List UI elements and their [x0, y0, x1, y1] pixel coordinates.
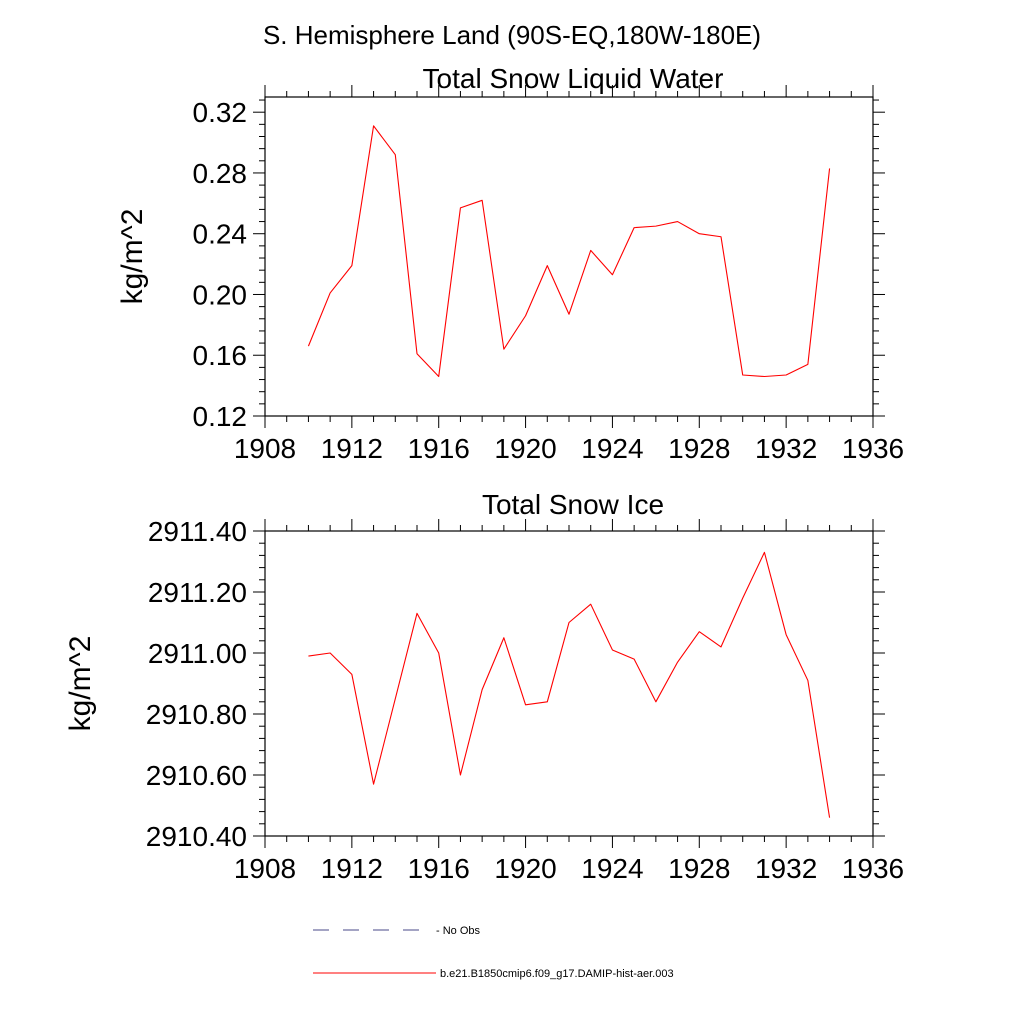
x-tick-label: 1924 [581, 433, 643, 464]
chart-title: Total Snow Liquid Water [423, 63, 724, 94]
y-tick-label: 0.20 [193, 279, 248, 310]
y-tick-label: 2910.80 [146, 699, 247, 730]
y-tick-label: 2910.40 [146, 821, 247, 852]
chart-panel-2: Total Snow Ice 1908 1912 1916 1920 1924 1928 19… [64, 489, 904, 884]
x-tick-label: 1932 [755, 853, 817, 884]
x-tick-label: 1908 [234, 853, 296, 884]
chart-panel-1: Total Snow Liquid Water 1908 1912 1916 1920 1… [116, 63, 904, 464]
legend: - No Obs b.e21.B1850cmip6.f09_g17.DAMIP-h… [313, 925, 674, 980]
figure-title: S. Hemisphere Land (90S-EQ,180W-180E) [263, 20, 761, 50]
y-tick-label: 2911.40 [148, 516, 247, 547]
x-tick-label: 1928 [668, 853, 730, 884]
y-tick-label: 0.16 [193, 340, 248, 371]
x-tick-label: 1936 [842, 433, 904, 464]
y-tick-label: 0.28 [193, 158, 248, 189]
legend-label-no-obs: - No Obs [436, 925, 481, 937]
chart-title: Total Snow Ice [482, 489, 664, 520]
x-tick-label: 1920 [494, 853, 556, 884]
x-tick-label: 1936 [842, 853, 904, 884]
y-axis-label: kg/m^2 [64, 636, 97, 732]
y-tick-label: 2911.00 [148, 638, 247, 669]
y-tick-label: 2910.60 [146, 760, 247, 791]
x-tick-label: 1912 [321, 433, 383, 464]
series-line [308, 551, 831, 818]
x-tick-label: 1916 [408, 433, 470, 464]
y-axis-label: kg/m^2 [116, 209, 149, 305]
y-tick-label: 2911.20 [148, 577, 247, 608]
y-tick-label: 0.24 [193, 219, 248, 250]
legend-label-model: b.e21.B1850cmip6.f09_g17.DAMIP-hist-aer.… [440, 968, 674, 980]
plot-frame [264, 530, 874, 837]
plot-frame [264, 96, 874, 417]
chart-panels: Total Snow Liquid Water 1908 1912 1916 1920 1… [64, 63, 904, 884]
series-line [307, 125, 831, 378]
y-tick-label: 0.32 [193, 97, 248, 128]
y-tick-label: 0.12 [193, 401, 248, 432]
x-tick-label: 1912 [321, 853, 383, 884]
x-tick-label: 1924 [581, 853, 643, 884]
x-tick-label: 1908 [234, 433, 296, 464]
x-tick-label: 1920 [494, 433, 556, 464]
x-tick-label: 1916 [408, 853, 470, 884]
x-tick-label: 1932 [755, 433, 817, 464]
x-tick-label: 1928 [668, 433, 730, 464]
